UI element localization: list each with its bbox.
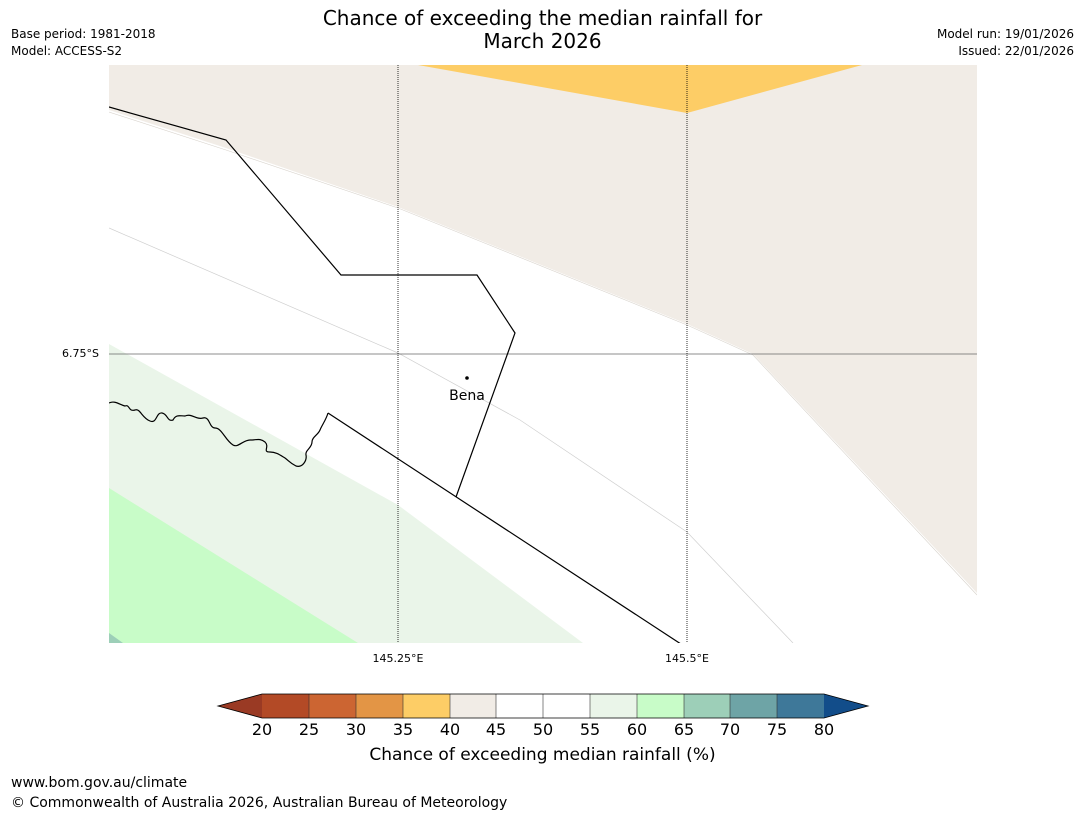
colorbar-bin-50-55 (543, 694, 590, 718)
colorbar-tick: 55 (579, 720, 601, 739)
model-run-text: Model run: 19/01/2026 (936, 27, 1074, 41)
colorbar-bin-35-40 (403, 694, 450, 718)
colorbar-tick: 80 (813, 720, 835, 739)
colorbar-over-arrow (824, 694, 868, 718)
colorbar-bin-45-50 (496, 694, 543, 718)
colorbar-bin-65-70 (684, 694, 730, 718)
place-label-bena: Bena (449, 388, 485, 404)
colorbar-under-arrow (218, 694, 262, 718)
longitude-label-2: 145.5°E (665, 652, 709, 665)
colorbar-bin-30-35 (356, 694, 403, 718)
band-65-70 (109, 633, 123, 643)
footer-url: www.bom.gov.au/climate (11, 775, 188, 791)
colorbar-bin-55-60 (590, 694, 637, 718)
province-boundary-south (327, 412, 681, 643)
colorbar-tick: 50 (532, 720, 554, 739)
base-period-text: Base period: 1981-2018 (11, 27, 156, 41)
issued-text: Issued: 22/01/2026 (958, 44, 1074, 58)
colorbar-tick: 65 (673, 720, 695, 739)
colorbar-tick: 40 (439, 720, 461, 739)
band-60-65 (109, 488, 358, 643)
title-line-1: Chance of exceeding the median rainfall … (322, 6, 763, 30)
longitude-label-1: 145.25°E (372, 652, 424, 665)
colorbar-bin-20-25 (262, 694, 309, 718)
colorbar-bin-75-80 (777, 694, 824, 718)
colorbar-tick: 35 (392, 720, 414, 739)
colorbar-bin-25-30 (309, 694, 356, 718)
map-area (109, 65, 977, 643)
river-boundary (109, 401, 329, 467)
colorbar-bin-70-75 (730, 694, 777, 718)
band-40-45 (109, 65, 977, 593)
bena-location-marker (465, 376, 469, 380)
colorbar-tick: 75 (766, 720, 788, 739)
contour-line-upper (109, 227, 794, 643)
colorbar-bin-60-65 (637, 694, 684, 718)
model-text: Model: ACCESS-S2 (11, 44, 123, 58)
colorbar-tick: 45 (485, 720, 507, 739)
colorbar-outline (216, 693, 870, 719)
colorbar-tick: 25 (298, 720, 320, 739)
colorbar-tick: 20 (251, 720, 273, 739)
colorbar-title: Chance of exceeding median rainfall (%) (369, 745, 716, 765)
colorbar-tick: 30 (345, 720, 367, 739)
footer-copyright: © Commonwealth of Australia 2026, Austra… (11, 795, 508, 811)
colorbar-bin-40-45 (450, 694, 496, 718)
title-line-2: March 2026 (483, 29, 602, 53)
map-title: Chance of exceeding the median rainfall … (0, 7, 1085, 53)
meta-right: Model run: 19/01/2026 Issued: 22/01/2026 (937, 26, 1074, 60)
province-boundary (109, 106, 516, 498)
colorbar (216, 693, 870, 719)
band-35-40 (418, 65, 862, 113)
contour-edge-grey (109, 111, 977, 596)
colorbar-dividers (308, 694, 778, 718)
colorbar-tick: 70 (719, 720, 741, 739)
latitude-label: 6.75°S (62, 347, 99, 360)
meta-left: Base period: 1981-2018 Model: ACCESS-S2 (11, 26, 156, 60)
colorbar-tick: 60 (626, 720, 648, 739)
